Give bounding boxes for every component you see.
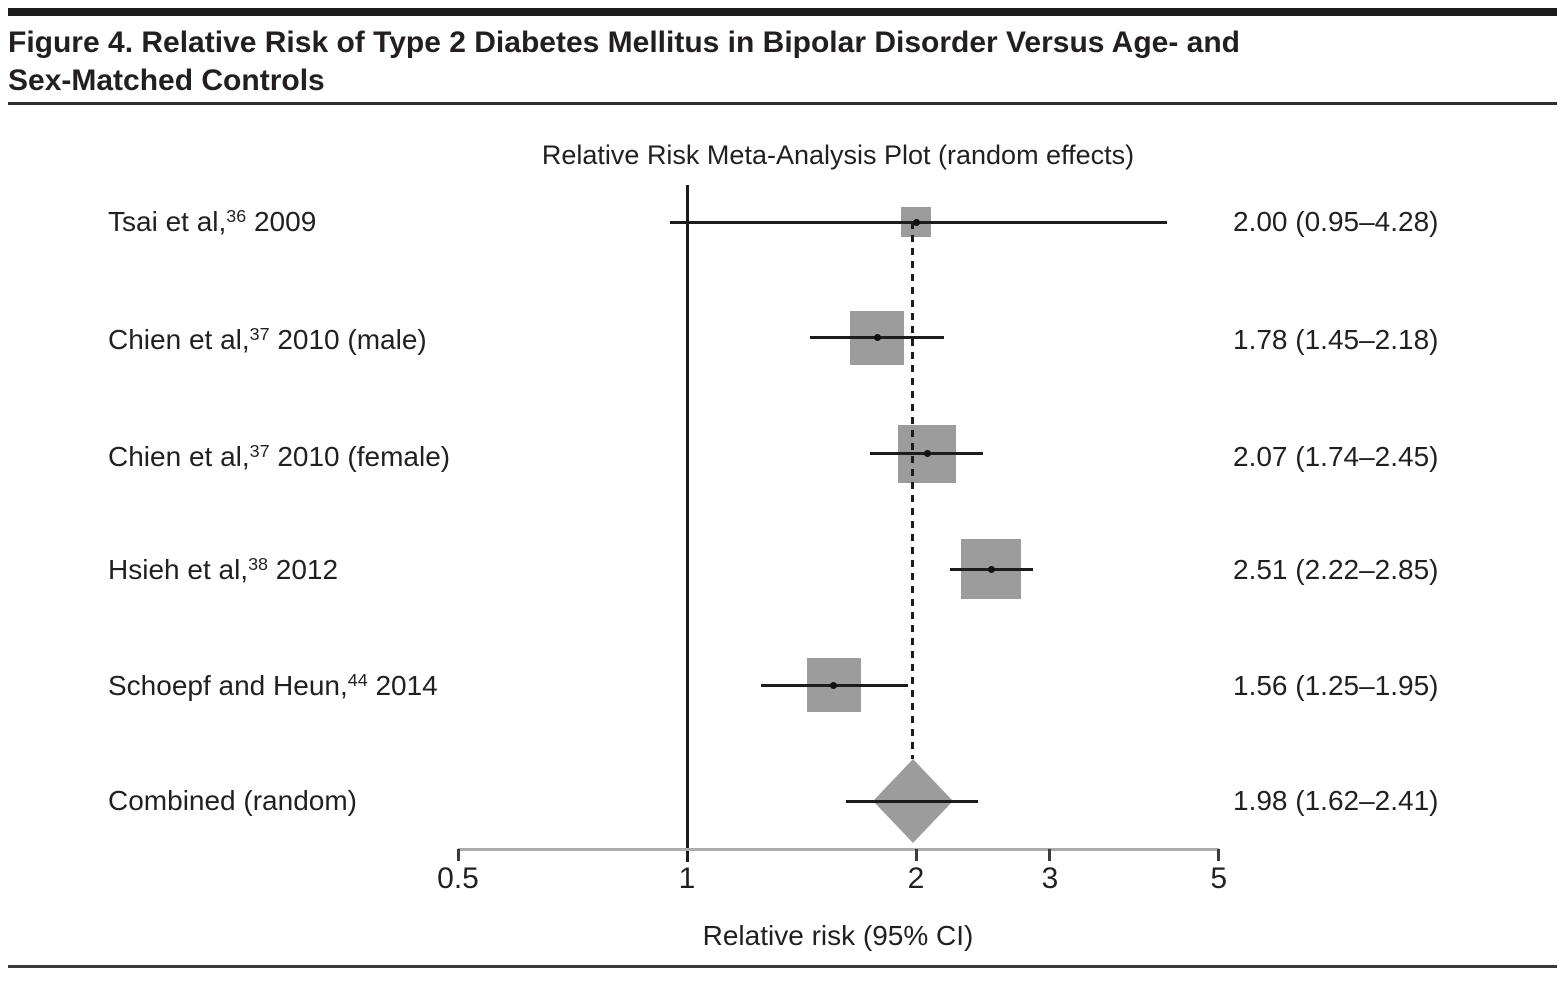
study-label-year: 2012 <box>268 554 339 585</box>
header-divider <box>8 102 1557 105</box>
x-axis-tick <box>1048 849 1052 861</box>
study-label-text: Hsieh et al, <box>108 554 249 585</box>
study-label: Tsai et al,36 2009 <box>108 205 316 242</box>
bottom-border-bar <box>8 965 1557 968</box>
figure-title-line2: Sex-Matched Controls <box>8 64 325 97</box>
study-label-ref: 36 <box>226 206 247 227</box>
point-estimate-dot <box>923 450 931 458</box>
estimate-value: 2.00 (0.95–4.28) <box>1233 206 1439 237</box>
x-axis-tick <box>914 849 918 861</box>
study-label-ref: 37 <box>249 324 270 345</box>
study-label-year: 2010 (female) <box>269 441 451 472</box>
study-label: Chien et al,37 2010 (male) <box>108 323 427 360</box>
estimate-value: 2.51 (2.22–2.85) <box>1233 554 1439 585</box>
combined-estimate-value: 1.98 (1.62–2.41) <box>1233 785 1439 816</box>
estimate-value: 1.56 (1.25–1.95) <box>1233 670 1439 701</box>
study-label-ref: 37 <box>249 441 270 462</box>
top-border-bar <box>8 8 1557 16</box>
study-label-year: 2009 <box>246 206 317 237</box>
x-axis-tick <box>456 849 460 861</box>
study-label-year: 2010 (male) <box>269 324 427 355</box>
study-label-text: Chien et al, <box>108 324 250 355</box>
study-label-ref: 44 <box>347 670 368 691</box>
estimate-value: 2.07 (1.74–2.45) <box>1233 441 1439 472</box>
point-estimate-dot <box>987 565 995 573</box>
study-label: Chien et al,37 2010 (female) <box>108 440 450 477</box>
confidence-interval-line <box>846 799 978 803</box>
x-axis-label: Relative risk (95% CI) <box>702 920 974 951</box>
combined-label: Combined (random) <box>108 785 357 816</box>
reference-line <box>685 185 689 862</box>
study-label: Schoepf and Heun,44 2014 <box>108 669 438 706</box>
figure-title: Figure 4. Relative Risk of Type 2 Diabet… <box>8 24 1548 100</box>
point-estimate-dot <box>912 218 920 226</box>
axis-tick-label: 2 <box>907 862 925 895</box>
point-estimate-dot <box>830 681 838 689</box>
axis-tick-label: 0.5 <box>437 862 479 895</box>
study-label-text: Chien et al, <box>108 441 250 472</box>
point-estimate-dot <box>873 334 881 342</box>
estimate-value: 1.78 (1.45–2.18) <box>1233 324 1439 355</box>
axis-tick-label: 1 <box>678 862 696 895</box>
combined-estimate-dashed-line <box>911 222 915 759</box>
figure-title-line1: Figure 4. Relative Risk of Type 2 Diabet… <box>8 26 1241 59</box>
x-axis-line <box>458 847 1219 851</box>
study-label: Hsieh et al,38 2012 <box>108 553 338 590</box>
axis-tick-label: 3 <box>1041 862 1059 895</box>
axis-tick-label: 5 <box>1210 862 1228 895</box>
study-label-text: Tsai et al, <box>108 206 227 237</box>
study-label-ref: 38 <box>248 554 268 575</box>
study-label-year: 2014 <box>367 670 438 701</box>
study-label-text: Schoepf and Heun, <box>108 670 348 701</box>
x-axis-tick <box>1217 849 1221 861</box>
plot-title: Relative Risk Meta-Analysis Plot (random… <box>541 140 1135 170</box>
